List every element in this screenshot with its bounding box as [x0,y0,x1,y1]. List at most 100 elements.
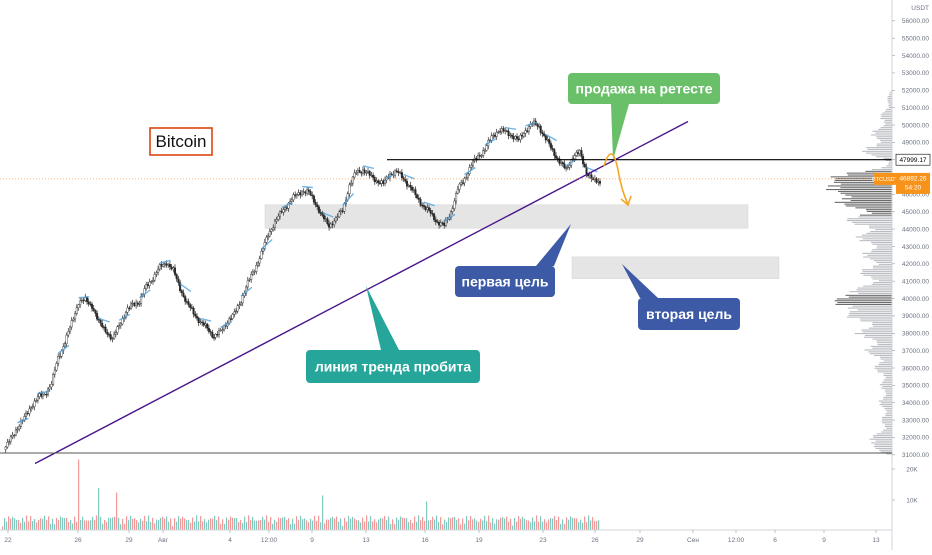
volume-bar [260,520,262,530]
volume-profile-bar [883,373,892,375]
volume-bar [358,520,360,530]
volume-bar [484,515,486,530]
volume-profile-bar [887,101,892,103]
volume-bar [256,520,258,530]
volume-bar [248,515,250,530]
volume-bar [202,521,204,530]
candle-body [299,192,302,196]
volume-bar [250,520,252,530]
volume-profile-bar [878,128,892,130]
candle-body [163,263,166,265]
callout-pointer [622,264,658,298]
volume-profile-bar [872,347,892,349]
candle-body [428,207,431,211]
candle-body [334,217,337,222]
volume-profile-bar [882,416,892,418]
volume-bar [598,520,600,530]
candle-body [185,301,188,303]
candle-body [304,191,307,194]
volume-bars [2,459,600,530]
candle-body [558,158,561,164]
volume-bar [24,521,26,530]
candle-body [79,300,82,305]
volume-profile-bar [863,274,892,276]
volume-bar [474,518,476,530]
volume-profile-bar [875,440,892,442]
volume-bar [380,518,382,530]
candle-body [168,264,171,268]
volume-bar [178,516,180,530]
volume-bar [482,520,484,530]
volume-bar [60,516,62,530]
time-tick-label: 13 [362,537,370,544]
volume-profile-bar [885,376,892,378]
volume-profile-bar [884,407,892,409]
volume-bar [8,516,10,530]
volume-profile-bar [861,329,892,331]
price-tick-label: 44000.00 [902,226,929,233]
candle-body [458,183,461,190]
candle-body [336,216,339,218]
volume-profile-bar [871,276,892,278]
title-box [149,127,213,156]
volume-bar [56,517,58,530]
volume-profile-bar [872,323,892,325]
candle-body [119,323,122,326]
volume-profile-bar [864,334,892,336]
volume-profile-bar [888,107,892,109]
volume-bar [196,515,198,530]
candle-body [333,220,336,226]
time-tick-label: 12:00 [728,537,745,544]
volume-bar [180,518,182,530]
candle-body [289,201,292,204]
candle-body [560,162,563,164]
volume-bar [26,515,28,530]
ma-segment [362,165,374,170]
candle-body [99,320,102,324]
volume-profile-bar [886,393,892,395]
volume-profile-bar [882,385,892,387]
candle-body [107,334,110,336]
volume-profile-bar [888,161,892,163]
candle-body [372,174,375,178]
volume-profile-bar [859,240,892,242]
volume-bar [186,520,188,530]
volume-bar [132,519,134,530]
volume-profile-bar [881,402,892,404]
candle-body [499,131,502,133]
volume-profile-bar [875,447,892,449]
volume-profile-bar [879,362,892,364]
candle-body [500,128,503,132]
volume-bar [78,459,80,530]
candle-body [312,195,315,203]
candle-body [416,194,419,199]
volume-profile-bar [889,94,892,96]
volume-profile-bar [866,147,892,149]
volume-bar [394,524,396,530]
candle-body [527,126,530,132]
volume-bar [292,518,294,530]
volume-profile-bar [849,291,892,293]
volume-bar [282,517,284,530]
candle-body [72,318,75,321]
volume-profile-bar [876,261,892,263]
volume-bar [468,520,470,530]
volume-bar [190,522,192,530]
volume-profile-bar [860,320,892,322]
candle-body [465,177,468,179]
candle-body [129,303,132,309]
volume-profile-bar [885,123,892,125]
volume-bar [368,521,370,530]
volume-profile-bar [881,116,892,118]
price-unit-label: USDT [911,5,929,12]
volume-bar [476,520,478,530]
volume-bar [142,520,144,530]
candle-body [472,160,475,166]
volume-profile-bar [880,451,892,453]
volume-bar [372,521,374,530]
volume-profile-bar [862,150,892,152]
candle-body [421,204,424,207]
candle-body [55,363,58,371]
candle-body [455,192,458,202]
